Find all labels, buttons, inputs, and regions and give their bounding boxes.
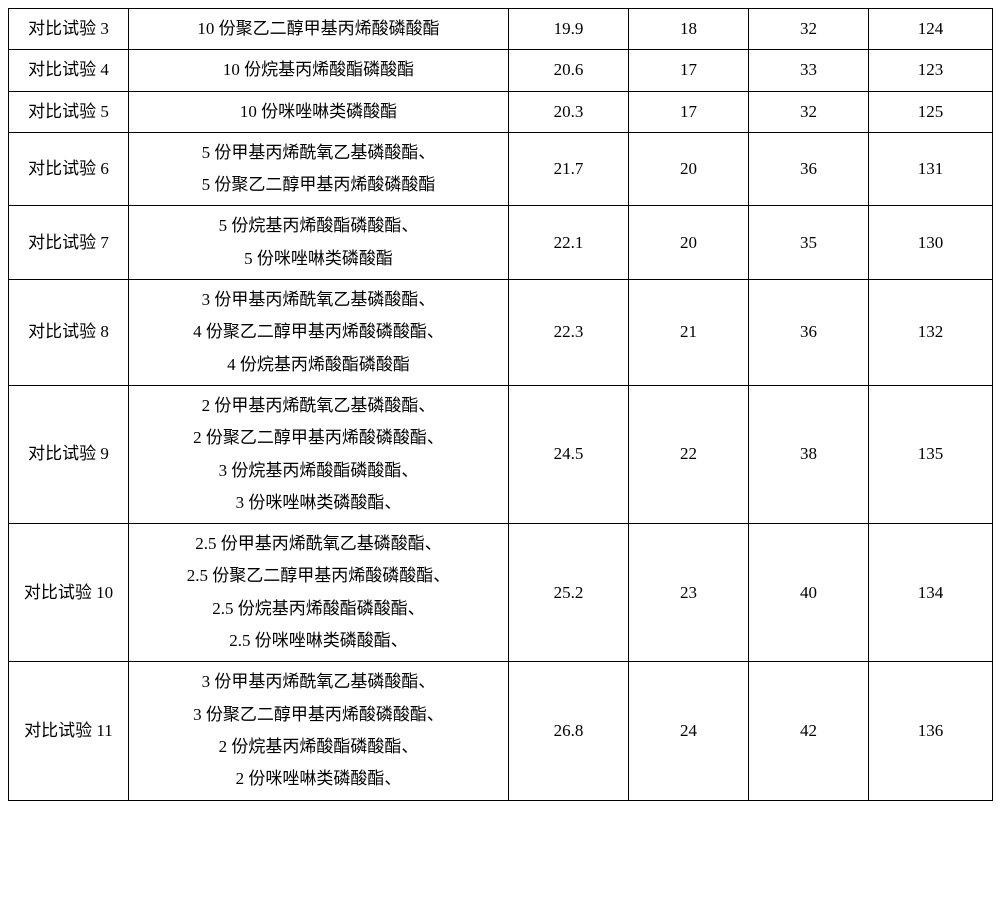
cell-value: 19.9	[509, 9, 629, 50]
table-row: 对比试验 11 3 份甲基丙烯酰氧乙基磷酸酯、 3 份聚乙二醇甲基丙烯酸磷酸酯、…	[9, 662, 993, 800]
cell-label: 对比试验 6	[9, 132, 129, 206]
cell-label: 对比试验 9	[9, 385, 129, 523]
cell-value: 38	[749, 385, 869, 523]
cell-value: 20	[629, 206, 749, 280]
cell-value: 35	[749, 206, 869, 280]
cell-value: 20.6	[509, 50, 629, 91]
cell-value: 21	[629, 280, 749, 386]
cell-value: 125	[869, 91, 993, 132]
cell-value: 25.2	[509, 524, 629, 662]
cell-value: 26.8	[509, 662, 629, 800]
cell-value: 33	[749, 50, 869, 91]
data-table: 对比试验 3 10 份聚乙二醇甲基丙烯酸磷酸酯 19.9 18 32 124 对…	[8, 8, 993, 801]
cell-value: 36	[749, 132, 869, 206]
cell-label: 对比试验 4	[9, 50, 129, 91]
table-row: 对比试验 10 2.5 份甲基丙烯酰氧乙基磷酸酯、 2.5 份聚乙二醇甲基丙烯酸…	[9, 524, 993, 662]
cell-value: 130	[869, 206, 993, 280]
cell-desc: 5 份甲基丙烯酰氧乙基磷酸酯、 5 份聚乙二醇甲基丙烯酸磷酸酯	[129, 132, 509, 206]
table-row: 对比试验 7 5 份烷基丙烯酸酯磷酸酯、 5 份咪唑啉类磷酸酯 22.1 20 …	[9, 206, 993, 280]
cell-label: 对比试验 5	[9, 91, 129, 132]
table-row: 对比试验 3 10 份聚乙二醇甲基丙烯酸磷酸酯 19.9 18 32 124	[9, 9, 993, 50]
cell-desc: 2.5 份甲基丙烯酰氧乙基磷酸酯、 2.5 份聚乙二醇甲基丙烯酸磷酸酯、 2.5…	[129, 524, 509, 662]
cell-desc: 10 份烷基丙烯酸酯磷酸酯	[129, 50, 509, 91]
table-body: 对比试验 3 10 份聚乙二醇甲基丙烯酸磷酸酯 19.9 18 32 124 对…	[9, 9, 993, 801]
cell-value: 18	[629, 9, 749, 50]
cell-desc: 2 份甲基丙烯酰氧乙基磷酸酯、 2 份聚乙二醇甲基丙烯酸磷酸酯、 3 份烷基丙烯…	[129, 385, 509, 523]
cell-desc: 10 份咪唑啉类磷酸酯	[129, 91, 509, 132]
cell-value: 123	[869, 50, 993, 91]
cell-desc: 10 份聚乙二醇甲基丙烯酸磷酸酯	[129, 9, 509, 50]
cell-value: 17	[629, 91, 749, 132]
table-row: 对比试验 9 2 份甲基丙烯酰氧乙基磷酸酯、 2 份聚乙二醇甲基丙烯酸磷酸酯、 …	[9, 385, 993, 523]
cell-value: 132	[869, 280, 993, 386]
table-row: 对比试验 4 10 份烷基丙烯酸酯磷酸酯 20.6 17 33 123	[9, 50, 993, 91]
cell-value: 131	[869, 132, 993, 206]
cell-value: 21.7	[509, 132, 629, 206]
cell-label: 对比试验 8	[9, 280, 129, 386]
cell-value: 24.5	[509, 385, 629, 523]
cell-label: 对比试验 10	[9, 524, 129, 662]
cell-desc: 3 份甲基丙烯酰氧乙基磷酸酯、 3 份聚乙二醇甲基丙烯酸磷酸酯、 2 份烷基丙烯…	[129, 662, 509, 800]
cell-label: 对比试验 11	[9, 662, 129, 800]
cell-value: 22.3	[509, 280, 629, 386]
cell-label: 对比试验 3	[9, 9, 129, 50]
cell-desc: 3 份甲基丙烯酰氧乙基磷酸酯、 4 份聚乙二醇甲基丙烯酸磷酸酯、 4 份烷基丙烯…	[129, 280, 509, 386]
cell-value: 134	[869, 524, 993, 662]
cell-value: 136	[869, 662, 993, 800]
cell-value: 20.3	[509, 91, 629, 132]
cell-desc: 5 份烷基丙烯酸酯磷酸酯、 5 份咪唑啉类磷酸酯	[129, 206, 509, 280]
cell-value: 24	[629, 662, 749, 800]
table-row: 对比试验 5 10 份咪唑啉类磷酸酯 20.3 17 32 125	[9, 91, 993, 132]
cell-value: 22	[629, 385, 749, 523]
cell-label: 对比试验 7	[9, 206, 129, 280]
cell-value: 40	[749, 524, 869, 662]
cell-value: 23	[629, 524, 749, 662]
cell-value: 135	[869, 385, 993, 523]
table-row: 对比试验 8 3 份甲基丙烯酰氧乙基磷酸酯、 4 份聚乙二醇甲基丙烯酸磷酸酯、 …	[9, 280, 993, 386]
table-row: 对比试验 6 5 份甲基丙烯酰氧乙基磷酸酯、 5 份聚乙二醇甲基丙烯酸磷酸酯 2…	[9, 132, 993, 206]
cell-value: 32	[749, 91, 869, 132]
cell-value: 36	[749, 280, 869, 386]
cell-value: 17	[629, 50, 749, 91]
cell-value: 42	[749, 662, 869, 800]
cell-value: 22.1	[509, 206, 629, 280]
cell-value: 124	[869, 9, 993, 50]
cell-value: 20	[629, 132, 749, 206]
cell-value: 32	[749, 9, 869, 50]
